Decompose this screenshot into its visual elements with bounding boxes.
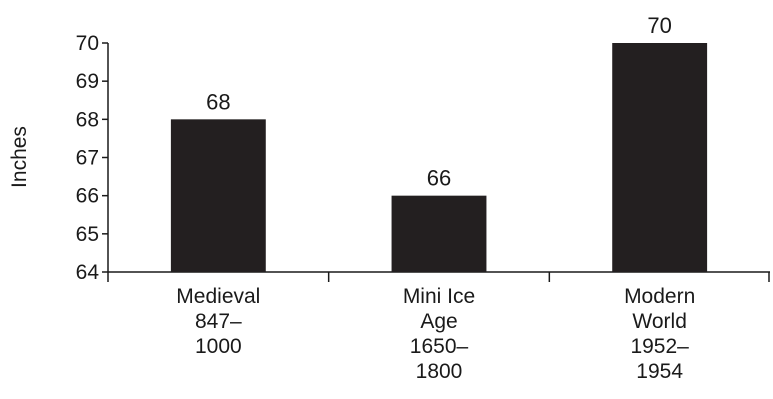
category-label: 847– xyxy=(195,310,242,333)
y-tick-label: 68 xyxy=(76,108,99,131)
bar xyxy=(391,195,487,272)
data-label: 68 xyxy=(206,89,230,114)
category-label: Age xyxy=(420,310,457,333)
bar xyxy=(612,43,708,272)
y-axis: 64 65 66 67 68 69 70 xyxy=(76,32,109,284)
data-labels: 68 66 70 xyxy=(206,13,672,191)
category-label: 1954 xyxy=(636,360,683,383)
category-label: Mini Ice xyxy=(403,285,475,308)
x-axis xyxy=(107,271,770,282)
y-tick-label: 64 xyxy=(76,261,100,284)
bar xyxy=(170,119,266,272)
y-axis-title: Inches xyxy=(8,126,31,188)
category-label: World xyxy=(632,310,686,333)
category-label: 1000 xyxy=(195,335,242,358)
y-tick-label: 70 xyxy=(76,32,99,55)
y-tick-label: 69 xyxy=(76,70,99,93)
y-tick-label: 67 xyxy=(76,147,99,170)
category-label: Medieval xyxy=(176,285,260,308)
category-label: Modern xyxy=(624,285,695,308)
y-axis-label: Inches xyxy=(8,126,31,188)
category-label: 1952– xyxy=(630,335,689,358)
bars xyxy=(170,43,708,272)
data-label: 70 xyxy=(647,13,671,38)
y-tick-label: 65 xyxy=(76,223,99,246)
category-label: 1800 xyxy=(416,360,463,383)
y-tick-label: 66 xyxy=(76,185,99,208)
data-label: 66 xyxy=(427,166,451,191)
category-label: 1650– xyxy=(410,335,469,358)
